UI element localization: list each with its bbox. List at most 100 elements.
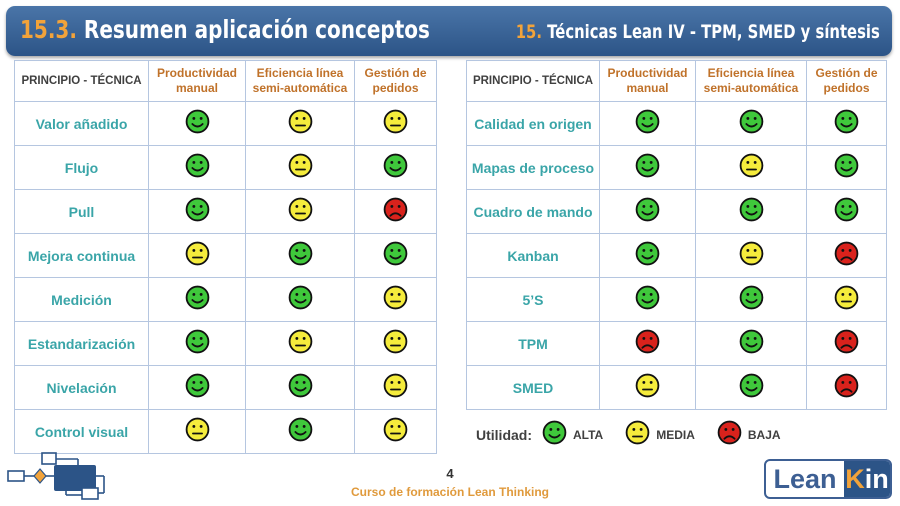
smiley-neutral-icon [739, 241, 764, 271]
row-label: Medición [14, 277, 149, 322]
rating-cell [599, 189, 696, 234]
header-eficiencia: Eficiencia línea semi-automática [245, 60, 355, 102]
row-label: Mejora continua [14, 233, 149, 278]
rating-cell [695, 365, 807, 410]
rating-cell [599, 145, 696, 190]
row-label: Estandarización [14, 321, 149, 366]
smiley-happy-icon [383, 153, 408, 183]
smiley-happy-icon [185, 329, 210, 359]
rating-cell [806, 145, 887, 190]
smiley-happy-icon [739, 373, 764, 403]
rating-cell [695, 101, 807, 146]
smiley-sad-icon [834, 329, 859, 359]
smiley-sad-icon [717, 420, 742, 450]
rating-cell [695, 189, 807, 234]
table-row: Flujo [14, 145, 437, 190]
rating-cell [806, 189, 887, 234]
rating-cell [599, 277, 696, 322]
smiley-happy-icon [185, 197, 210, 227]
legend-alta: ALTA [573, 428, 604, 442]
left-summary-table: PRINCIPIO - TÉCNICA Productividad manual … [14, 60, 437, 454]
rating-cell [148, 101, 246, 146]
table-row: Mapas de proceso [466, 145, 887, 190]
smiley-neutral-icon [288, 109, 313, 139]
rating-cell [245, 409, 355, 454]
smiley-neutral-icon [288, 153, 313, 183]
header-eficiencia: Eficiencia línea semi-automática [695, 60, 807, 102]
rating-cell [148, 365, 246, 410]
table-row: Nivelación [14, 365, 437, 410]
row-label: TPM [466, 321, 600, 366]
smiley-sad-icon [834, 241, 859, 271]
rating-cell [148, 189, 246, 234]
smiley-happy-icon [288, 417, 313, 447]
right-summary-table: PRINCIPIO - TÉCNICA Productividad manual … [466, 60, 887, 410]
row-label: 5’S [466, 277, 600, 322]
header-productividad: Productividad manual [599, 60, 696, 102]
row-label: SMED [466, 365, 600, 410]
smiley-happy-icon [739, 329, 764, 359]
slide-title: 15.3. Resumen aplicación conceptos [20, 15, 430, 44]
rating-cell [806, 233, 887, 278]
rating-cell [806, 321, 887, 366]
smiley-happy-icon [635, 241, 660, 271]
rating-cell [695, 145, 807, 190]
rating-cell [806, 277, 887, 322]
smiley-neutral-icon [834, 285, 859, 315]
smiley-happy-icon [185, 285, 210, 315]
table-row: Control visual [14, 409, 437, 454]
smiley-neutral-icon [185, 241, 210, 271]
rating-cell [806, 101, 887, 146]
header-principio: PRINCIPIO - TÉCNICA [466, 60, 600, 102]
rating-cell [148, 321, 246, 366]
rating-cell [245, 277, 355, 322]
row-label: Control visual [14, 409, 149, 454]
table-row: Valor añadido [14, 101, 437, 146]
smiley-neutral-icon [635, 373, 660, 403]
header-principio: PRINCIPIO - TÉCNICA [14, 60, 149, 102]
smiley-happy-icon [739, 197, 764, 227]
smiley-neutral-icon [288, 329, 313, 359]
rating-cell [599, 321, 696, 366]
table-row: Medición [14, 277, 437, 322]
row-label: Calidad en origen [466, 101, 600, 146]
rating-cell [354, 233, 437, 278]
table-row: 5’S [466, 277, 887, 322]
rating-cell [354, 277, 437, 322]
rating-cell [354, 145, 437, 190]
table-row: SMED [466, 365, 887, 410]
row-label: Pull [14, 189, 149, 234]
rating-cell [148, 233, 246, 278]
smiley-happy-icon [834, 109, 859, 139]
smiley-sad-icon [834, 373, 859, 403]
smiley-neutral-icon [383, 285, 408, 315]
rating-cell [354, 409, 437, 454]
row-label: Kanban [466, 233, 600, 278]
smiley-happy-icon [288, 241, 313, 271]
row-label: Mapas de proceso [466, 145, 600, 190]
slide-header: 15.3. Resumen aplicación conceptos 15. T… [6, 6, 892, 56]
row-label: Nivelación [14, 365, 149, 410]
legend-title: Utilidad: [476, 427, 532, 443]
rating-cell [695, 277, 807, 322]
rating-cell [245, 233, 355, 278]
smiley-happy-icon [635, 285, 660, 315]
smiley-happy-icon [834, 197, 859, 227]
table-row: TPM [466, 321, 887, 366]
header-gestion: Gestión de pedidos [354, 60, 437, 102]
rating-cell [354, 365, 437, 410]
smiley-neutral-icon [383, 373, 408, 403]
smiley-happy-icon [383, 241, 408, 271]
legend-media: MEDIA [656, 428, 695, 442]
smiley-happy-icon [542, 420, 567, 450]
smiley-happy-icon [739, 285, 764, 315]
rating-cell [599, 101, 696, 146]
table-row: Pull [14, 189, 437, 234]
smiley-neutral-icon [383, 329, 408, 359]
rating-cell [695, 321, 807, 366]
utility-legend: Utilidad: ALTA MEDIA BAJA [476, 420, 803, 450]
rating-cell [599, 233, 696, 278]
smiley-neutral-icon [383, 417, 408, 447]
smiley-happy-icon [739, 109, 764, 139]
